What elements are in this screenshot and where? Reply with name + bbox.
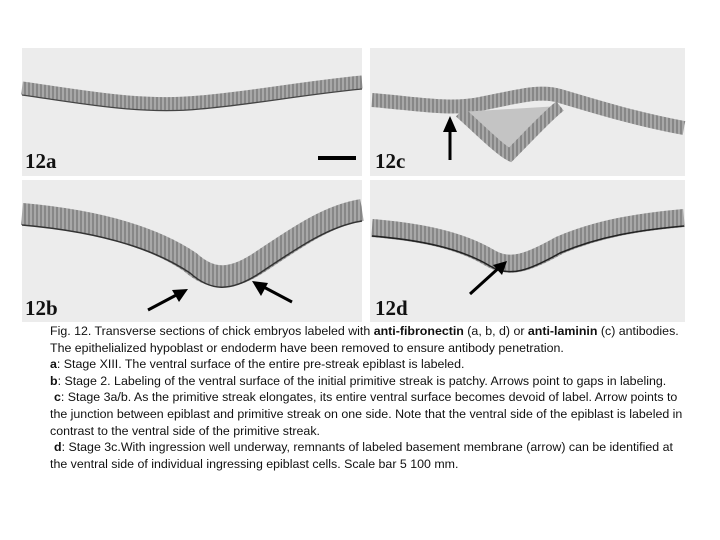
caption-paragraph: d: Stage 3c.With ingression well underwa… (50, 439, 686, 472)
caption-text: Fig. 12. Transverse sections of chick em… (50, 324, 374, 338)
panel-label: 12d (375, 296, 408, 320)
caption-paragraph: a: Stage XIII. The ventral surface of th… (50, 356, 686, 373)
panel-label: 12b (25, 296, 58, 320)
panel-b: 12b (21, 180, 365, 322)
caption-bold: b (50, 373, 58, 388)
caption-text: (c) antibodies. The epithelialized hypob… (50, 324, 679, 355)
panel-d: 12d (370, 180, 685, 322)
caption-bold: d (54, 440, 62, 455)
figure-caption: Fig. 12. Transverse sections of chick em… (50, 323, 686, 472)
caption-bold: anti-fibronectin (373, 324, 464, 338)
panel-label: 12c (375, 149, 405, 173)
panel-c: 12c (370, 48, 686, 176)
caption-bold: c (54, 390, 61, 405)
caption-paragraph: b: Stage 2. Labeling of the ventral surf… (50, 373, 686, 390)
caption-text: : Stage 3c.With ingression well underway… (50, 440, 673, 471)
caption-bold: a (50, 357, 57, 372)
figure-panels: 12a 12c 12b 12d (21, 48, 686, 322)
caption-text: (a, b, d) or (463, 324, 528, 338)
caption-text: : Stage XIII. The ventral surface of the… (56, 357, 465, 372)
caption-bold: anti-laminin (527, 324, 598, 338)
panel-label: 12a (25, 149, 57, 173)
caption-paragraph: Fig. 12. Transverse sections of chick em… (50, 323, 686, 356)
caption-paragraph: c: Stage 3a/b. As the primitive streak e… (50, 389, 686, 439)
caption-text: : Stage 3a/b. As the primitive streak el… (50, 390, 683, 438)
panel-a: 12a (21, 48, 363, 176)
caption-text: : Stage 2. Labeling of the ventral surfa… (57, 373, 667, 388)
